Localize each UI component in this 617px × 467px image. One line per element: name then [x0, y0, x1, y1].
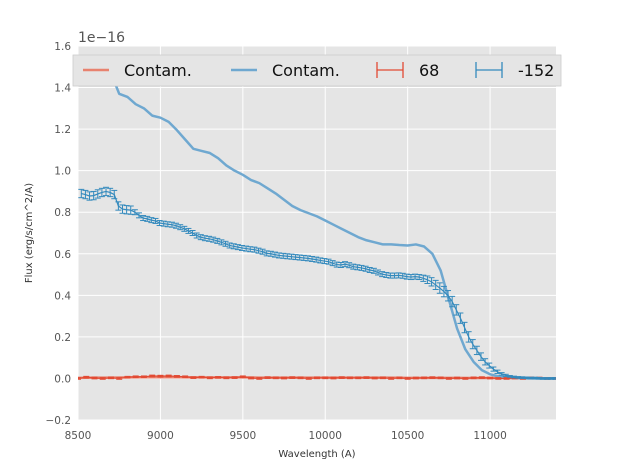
plot-background — [78, 46, 556, 420]
legend-marker-68 — [376, 62, 404, 78]
y-tick-label: 0.4 — [54, 290, 71, 302]
legend-marker-minus-152 — [475, 62, 503, 78]
legend-label-contam-blue: Contam. — [272, 61, 340, 80]
series-3 — [78, 186, 556, 380]
x-tick-label: 10000 — [309, 430, 342, 442]
y-tick-label: 1.6 — [54, 41, 71, 53]
y-offset-label: 1e−16 — [78, 30, 125, 46]
y-tick-label: 1.4 — [54, 83, 71, 95]
series-line — [81, 190, 556, 380]
y-tick-label: 0.6 — [54, 249, 71, 261]
legend-label-minus-152: -152 — [518, 61, 554, 80]
x-axis-label: Wavelength (A) — [278, 449, 355, 460]
y-tick-label: 0.8 — [54, 207, 71, 219]
tick-labels: 8500 9000 9500 10000 10500 11000 −0.2 0.0 0.2 0.4… — [46, 41, 507, 442]
y-tick-label: 1.0 — [54, 166, 71, 178]
series-line — [114, 85, 556, 380]
x-tick-label: 10500 — [391, 430, 424, 442]
y-tick-label: 0.0 — [54, 373, 71, 385]
y-tick-label: 0.2 — [54, 332, 71, 344]
series-layer — [78, 85, 556, 380]
legend-label-68: 68 — [419, 61, 439, 80]
x-tick-label: 9000 — [147, 430, 174, 442]
series-2 — [78, 374, 556, 380]
legend-label-contam-red: Contam. — [124, 61, 192, 80]
x-tick-label: 8500 — [65, 430, 92, 442]
grid-lines — [77, 45, 556, 421]
series-1 — [114, 85, 556, 380]
legend: Contam. Contam. 68 -152 — [72, 54, 562, 87]
y-axis-label: Flux (erg/s/cm^2/A) — [24, 183, 35, 283]
x-tick-label: 9500 — [229, 430, 256, 442]
y-tick-label: −0.2 — [46, 415, 72, 427]
x-tick-label: 11000 — [473, 430, 506, 442]
y-tick-label: 1.2 — [54, 124, 71, 136]
